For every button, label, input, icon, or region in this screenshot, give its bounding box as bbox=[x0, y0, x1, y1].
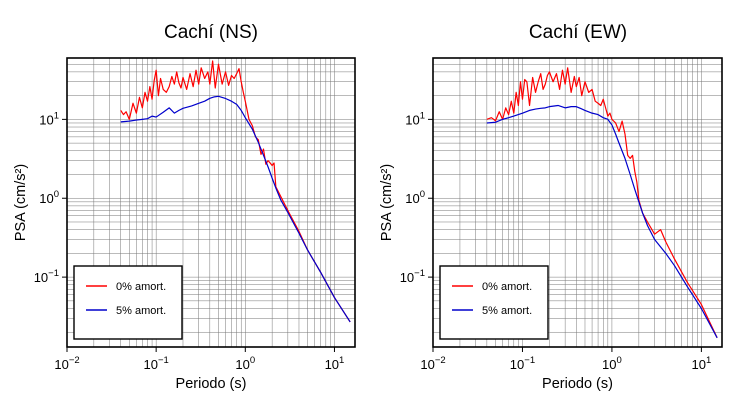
x-tick-label: 100 bbox=[235, 355, 255, 372]
legend-label: 0% amort. bbox=[116, 281, 166, 293]
series-line-undamped bbox=[120, 60, 351, 323]
x-axis-label: Periodo (s) bbox=[542, 376, 613, 392]
legend-box bbox=[439, 265, 549, 340]
y-axis-label: PSA (cm/s²) bbox=[379, 164, 395, 241]
x-tick-label: 10−2 bbox=[420, 355, 445, 372]
legend: 0% amort. 5% amort. bbox=[73, 265, 183, 340]
y-tick-label: 10−1 bbox=[400, 268, 425, 285]
chart-title: Cachí (EW) bbox=[529, 22, 627, 43]
series-line-damped bbox=[120, 95, 351, 323]
x-tick-label: 100 bbox=[602, 355, 622, 372]
series-line-undamped bbox=[486, 67, 718, 339]
y-tick-label: 10−1 bbox=[34, 268, 59, 285]
x-tick-label: 101 bbox=[692, 355, 712, 372]
plot-frame bbox=[66, 57, 356, 348]
x-tick-label: 10−1 bbox=[143, 355, 168, 372]
y-tick-label: 100 bbox=[405, 189, 425, 206]
chart-panel-1: 10−2 10−1 100 101 10−1 100 101 Cachí (NS) Period… bbox=[13, 22, 356, 392]
y-tick-label: 100 bbox=[39, 189, 59, 206]
legend-label: 5% amort. bbox=[482, 305, 532, 317]
x-tick-label: 10−1 bbox=[510, 355, 535, 372]
x-axis-label: Periodo (s) bbox=[176, 376, 247, 392]
chart-panel-2: 10−2 10−1 100 101 10−1 100 101 Cachí (EW) Period… bbox=[379, 22, 723, 392]
legend: 0% amort. 5% amort. bbox=[439, 265, 549, 340]
x-tick-label: 101 bbox=[325, 355, 345, 372]
y-tick-label: 101 bbox=[39, 110, 59, 127]
chart-title: Cachí (NS) bbox=[164, 22, 258, 43]
legend-label: 5% amort. bbox=[116, 305, 166, 317]
legend-box bbox=[73, 265, 183, 340]
series-line-damped bbox=[486, 104, 718, 339]
y-axis-label: PSA (cm/s²) bbox=[13, 164, 29, 241]
legend-label: 0% amort. bbox=[482, 281, 532, 293]
y-tick-label: 101 bbox=[405, 110, 425, 127]
x-tick-label: 10−2 bbox=[54, 355, 79, 372]
plot-frame bbox=[432, 57, 723, 348]
grid bbox=[66, 57, 355, 347]
